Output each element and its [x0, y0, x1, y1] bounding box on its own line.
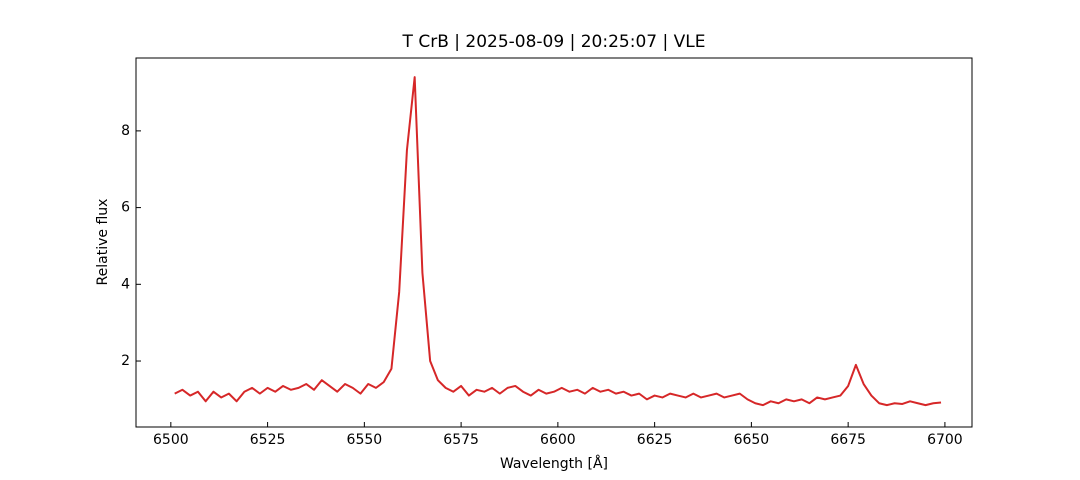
- x-tick-label: 6500: [153, 432, 189, 448]
- y-tick-label: 2: [121, 353, 130, 369]
- x-tick-label: 6625: [637, 432, 673, 448]
- x-tick-label: 6650: [734, 432, 770, 448]
- x-tick-label: 6675: [830, 432, 866, 448]
- x-tick-label: 6700: [927, 432, 963, 448]
- x-tick-label: 6575: [443, 432, 479, 448]
- x-tick-label: 6550: [347, 432, 383, 448]
- y-axis-label: Relative flux: [95, 199, 111, 286]
- chart-title: T CrB | 2025-08-09 | 20:25:07 | VLE: [402, 32, 706, 52]
- y-tick-label: 8: [121, 123, 130, 139]
- x-tick-label: 6525: [250, 432, 286, 448]
- y-tick-label: 4: [121, 276, 130, 292]
- plot-frame: [135, 57, 973, 428]
- x-tick-label: 6600: [540, 432, 576, 448]
- spectrum-line: [174, 76, 942, 407]
- y-tick-label: 6: [121, 200, 130, 216]
- x-axis-label: Wavelength [Å]: [500, 455, 608, 472]
